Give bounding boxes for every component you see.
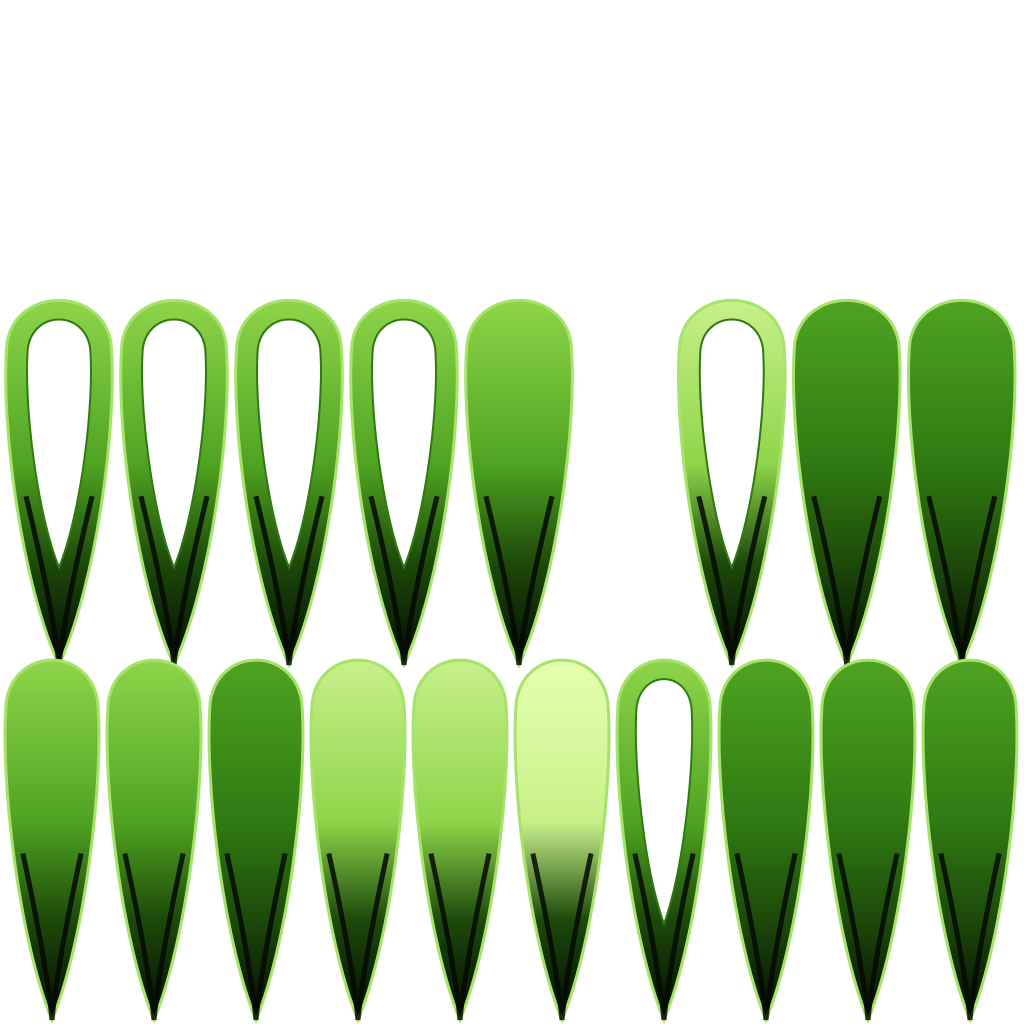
leaf [349,299,459,669]
leaf [3,658,101,1024]
leaf-hole [26,318,92,571]
leaf-vein [483,495,555,666]
leaf-vein [696,495,768,666]
leaf [921,658,1019,1024]
leaf-hole [371,318,437,571]
leaf [234,299,344,669]
leaf-vein [224,852,288,1021]
leaf-body [464,299,574,669]
leaf-body [3,658,101,1024]
leaf [464,299,574,669]
leaf-vein [428,852,492,1021]
leaf-vein [530,852,594,1021]
leaf [309,658,407,1024]
leaf-body [411,658,509,1024]
leaf [717,658,815,1024]
leaf-vein [20,852,84,1021]
leaf-vein [253,495,325,666]
leaf-body [105,658,203,1024]
leaf-vein [938,852,1002,1021]
top-row [4,299,1017,669]
leaf-body [207,658,305,1024]
leaf-vein [632,852,696,1021]
leaf [907,299,1017,669]
leaf-vein [836,852,900,1021]
leaf-body [819,658,917,1024]
leaf-body [717,658,815,1024]
leaf [105,658,203,1024]
leaf-vein [138,495,210,666]
leaf [411,658,509,1024]
leaf-body [513,658,611,1024]
leaf [819,658,917,1024]
bottom-row [3,658,1019,1024]
leaf-hole [256,318,322,571]
leaf [792,299,902,669]
leaf-body [907,299,1017,669]
leaf-vein [811,495,883,666]
leaf [119,299,229,669]
leaf-hole [141,318,207,571]
leaf-vein [926,495,998,666]
leaf [513,658,611,1024]
leaf [4,299,114,669]
leaf [207,658,305,1024]
leaf-vein [326,852,390,1021]
leaf-vein [122,852,186,1021]
leaf-vein [368,495,440,666]
leaf-hole [634,678,694,927]
leaf-hole [698,318,765,571]
leaf [615,658,713,1024]
leaf-vein [734,852,798,1021]
leaf [677,299,787,669]
leaf-vein [23,495,95,666]
leaf-body [921,658,1019,1024]
leaf-body [309,658,407,1024]
leaf-body [792,299,902,669]
